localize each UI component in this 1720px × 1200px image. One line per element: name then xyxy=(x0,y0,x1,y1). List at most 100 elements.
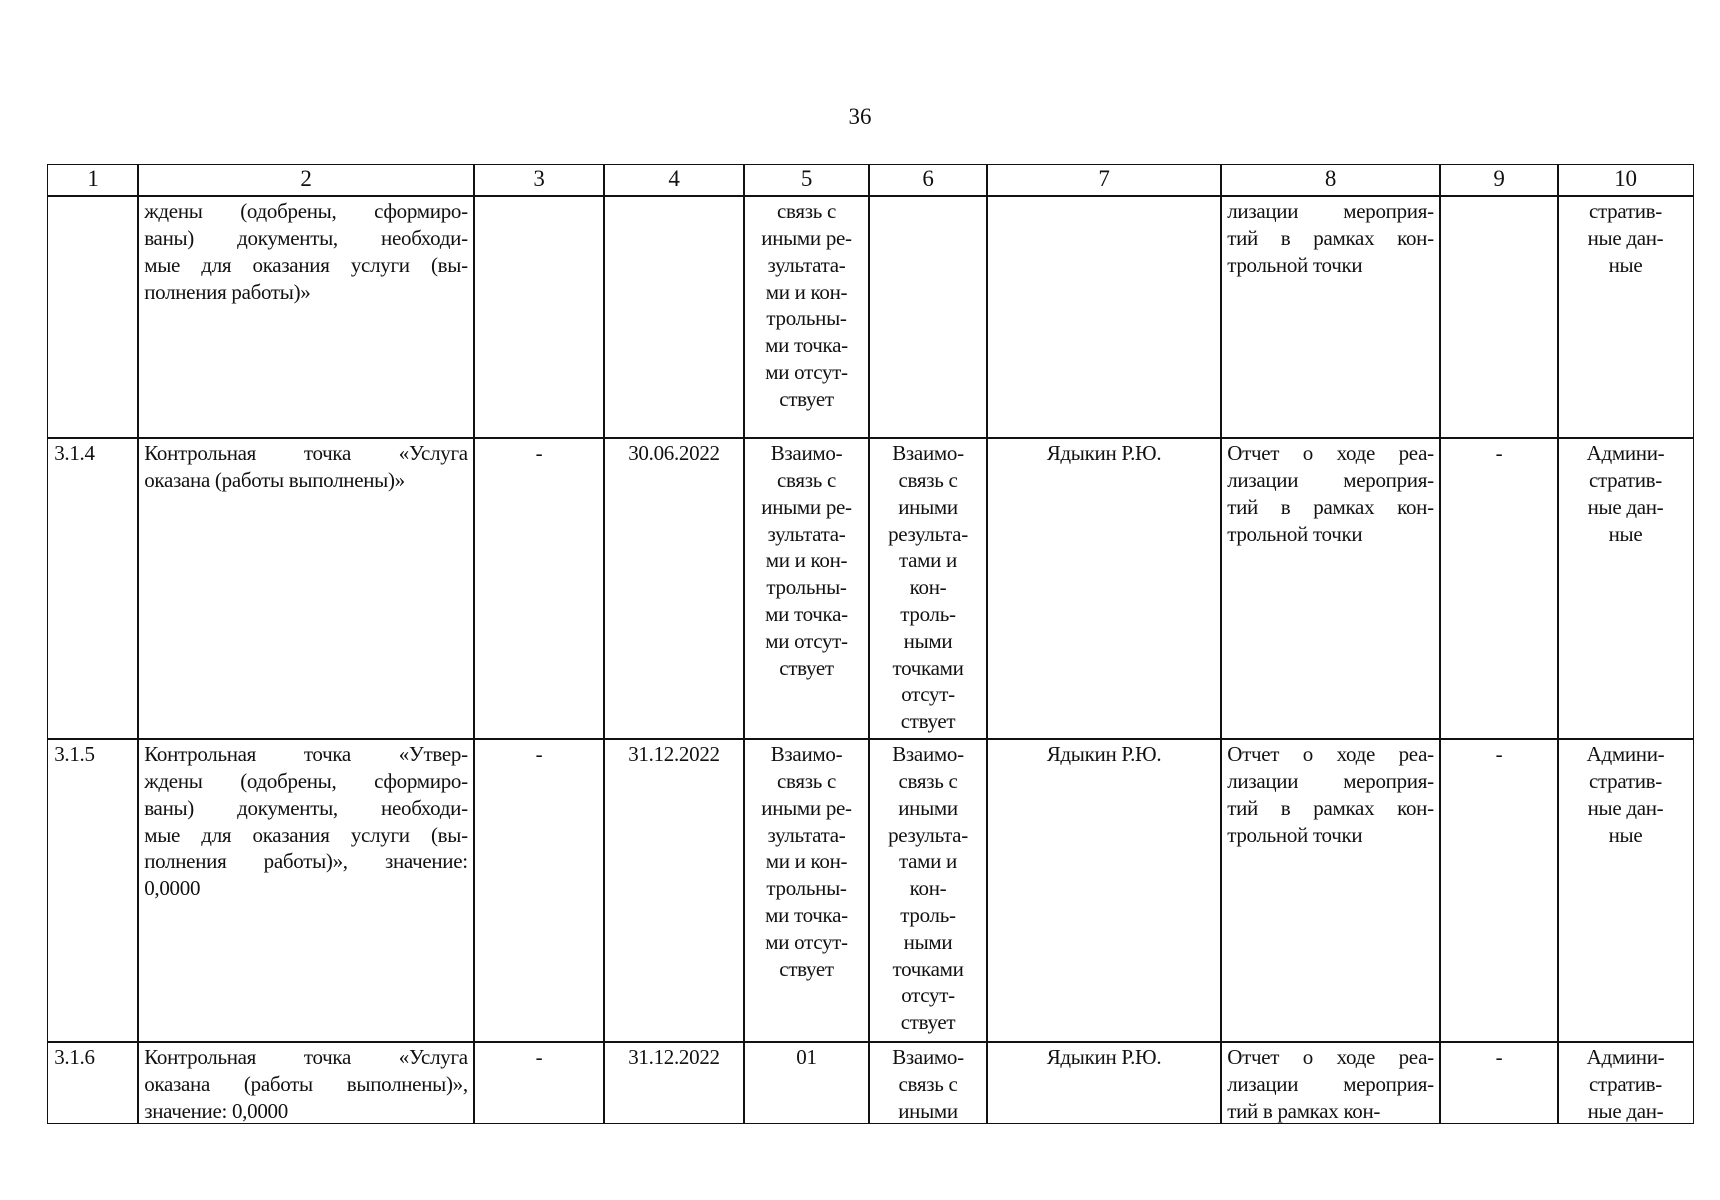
cell-text-line: связь с xyxy=(898,468,958,492)
table-cell: - xyxy=(1439,437,1559,740)
column-header: 6 xyxy=(868,164,988,197)
cell-text-line: стратив- xyxy=(1589,769,1662,793)
table-cell: Админи-стратив-ные дан-ные xyxy=(1557,437,1694,740)
column-header: 2 xyxy=(137,164,475,197)
table-cell: 01 xyxy=(743,1041,870,1124)
cell-text-line: отсут- xyxy=(901,682,955,707)
cell-text-line: - xyxy=(535,1045,543,1070)
cell-text-line: Контрольная точка «Услуга xyxy=(144,441,468,466)
cell-text-line: Взаимо- xyxy=(770,742,843,767)
cell-text-line: трольной точки xyxy=(1227,252,1363,277)
page-number: 36 xyxy=(848,104,872,129)
cell-text-line: связь с xyxy=(777,468,836,492)
table-cell: - xyxy=(473,738,605,1043)
cell-text-line: лизации мероприя- xyxy=(1227,1072,1434,1096)
table-cell: ждены (одобрены, сформиро-ваны) документ… xyxy=(137,195,475,439)
cell-text-line: ные xyxy=(1608,252,1643,277)
cell-text-line: тами и xyxy=(899,548,957,573)
cell-text-line: ствует xyxy=(779,386,834,411)
cell-text-line: полнения работы)», значение: xyxy=(144,849,468,874)
table-cell: Отчет о ходе реа-лизации мероприя-тий в … xyxy=(1220,738,1441,1043)
column-header: 10 xyxy=(1557,164,1694,197)
cell-text-line: точками xyxy=(892,956,964,981)
table-cell xyxy=(47,195,139,439)
cell-text-line: 31.12.2022 xyxy=(628,742,720,767)
table-cell: Контрольная точка «Услуга оказана (работы… xyxy=(137,437,475,740)
cell-text-line: - xyxy=(1495,441,1503,466)
cell-text-line: кон- xyxy=(909,575,947,600)
table-cell xyxy=(603,195,745,439)
table-cell: Контрольная точка «Утвер-ждены (одобрены… xyxy=(137,738,475,1043)
cell-text-line: ные дан- xyxy=(1587,1098,1664,1123)
cell-text-line: Взаимо- xyxy=(770,441,843,466)
table-cell: Отчет о ходе реа-лизации мероприя-тий в … xyxy=(1220,437,1441,740)
cell-text-line: ные дан- xyxy=(1587,795,1664,820)
cell-text-line: троль- xyxy=(900,902,956,927)
table-cell: Админи-стратив-ные дан- xyxy=(1557,1041,1694,1124)
cell-text-line: мые для оказания услуги (вы- xyxy=(144,822,468,847)
cell-text-line: Отчет о ходе реа- xyxy=(1227,441,1434,466)
cell-text-line: ные xyxy=(1608,822,1643,847)
table-cell: Взаимо-связь с иными результа-тами и кон-тр… xyxy=(868,437,988,740)
column-header: 3 xyxy=(473,164,605,197)
cell-text-line: Контрольная точка «Утвер- xyxy=(144,742,468,767)
cell-text-line: ные дан- xyxy=(1587,226,1664,250)
cell-text-line: - xyxy=(535,742,543,767)
cell-text-line: - xyxy=(1495,1045,1503,1070)
cell-text-line: Взаимо- xyxy=(892,1045,964,1070)
cell-text-line: ными xyxy=(903,628,953,653)
cell-text-line: ствует xyxy=(900,1010,956,1035)
cell-text-line: ные xyxy=(1608,521,1643,546)
cell-text-line: Админи- xyxy=(1586,742,1665,767)
table-cell: 3.1.6 xyxy=(47,1041,139,1124)
table-cell xyxy=(986,195,1222,439)
cell-text-line: отсут- xyxy=(901,983,955,1008)
cell-text-line: связь с xyxy=(898,1072,958,1096)
cell-text-line: ствует xyxy=(779,655,834,680)
cell-text-line: связь с xyxy=(898,769,958,793)
cell-text-line: зультата- xyxy=(767,822,846,847)
cell-text-line: - xyxy=(1495,742,1503,767)
table-cell: 30.06.2022 xyxy=(603,437,745,740)
cell-text-line: ми и кон- xyxy=(765,849,848,874)
cell-text-line: иными xyxy=(898,1098,958,1123)
cell-text-line: трольны- xyxy=(766,306,847,331)
cell-text-line: трольны- xyxy=(766,575,847,600)
cell-text-line: иными xyxy=(898,494,958,519)
cell-text-line: стратив- xyxy=(1589,199,1662,224)
cell-text-line: зультата- xyxy=(767,521,846,546)
cell-text-line: ствует xyxy=(779,956,834,981)
column-header: 8 xyxy=(1220,164,1441,197)
cell-text-line: ждены (одобрены, сформиро- xyxy=(144,769,468,793)
cell-text-line: иными ре- xyxy=(761,795,852,820)
cell-text-line: лизации мероприя- xyxy=(1227,769,1434,793)
cell-text-line: результа- xyxy=(888,521,968,546)
cell-text-line: Ядыкин Р.Ю. xyxy=(1046,742,1162,767)
cell-text-line: ными xyxy=(903,929,953,954)
cell-text-line: тий в рамках кон- xyxy=(1227,1098,1381,1123)
cell-text-line: ми и кон- xyxy=(765,548,848,573)
cell-text-line: - xyxy=(535,441,543,466)
table-cell xyxy=(473,195,605,439)
cell-text-line: 30.06.2022 xyxy=(628,441,720,466)
table-cell: связь с иными ре-зультата-ми и кон-трольн… xyxy=(743,195,870,439)
cell-text-line: мые для оказания услуги (вы- xyxy=(144,252,468,277)
table-cell: 31.12.2022 xyxy=(603,1041,745,1124)
cell-text-line: Взаимо- xyxy=(892,441,964,466)
table-cell xyxy=(1439,195,1559,439)
cell-text-line: 3.1.5 xyxy=(54,742,95,767)
cell-text-line: трольной точки xyxy=(1227,822,1363,847)
cell-text-line: лизации мероприя- xyxy=(1227,199,1434,224)
cell-text-line: 0,0000 xyxy=(144,876,201,901)
cell-text-line: лизации мероприя- xyxy=(1227,468,1434,492)
cell-text-line: ные дан- xyxy=(1587,494,1664,519)
cell-text-line: Ядыкин Р.Ю. xyxy=(1046,441,1162,466)
cell-text-line: ваны) документы, необходи- xyxy=(144,795,468,820)
table-cell: 3.1.4 xyxy=(47,437,139,740)
cell-text-line: ми точка- xyxy=(765,902,848,927)
cell-text-line: Взаимо- xyxy=(892,742,964,767)
cell-text-line: Контрольная точка «Услуга xyxy=(144,1045,468,1070)
cell-text-line: значение: 0,0000 xyxy=(144,1098,288,1123)
cell-text-line: ми отсут- xyxy=(765,628,848,653)
cell-text-line: оказана (работы выполнены)» xyxy=(144,468,405,492)
